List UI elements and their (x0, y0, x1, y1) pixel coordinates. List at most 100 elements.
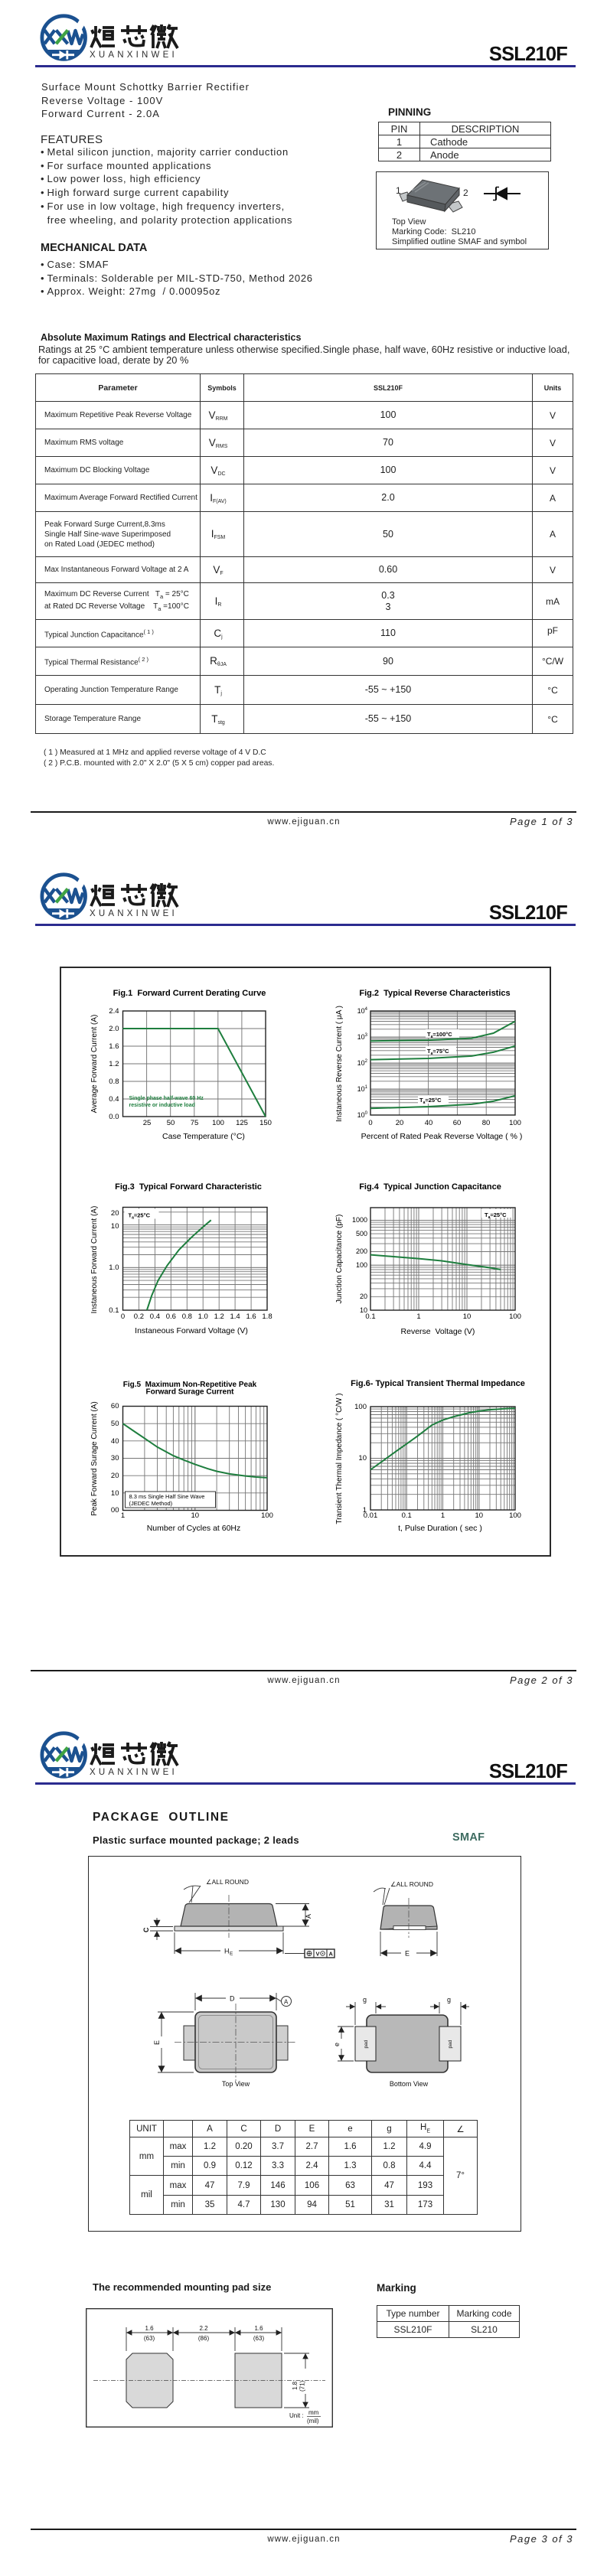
svg-text:20: 20 (396, 1119, 404, 1127)
svg-text:10: 10 (463, 1312, 472, 1321)
svg-text:E: E (230, 1952, 233, 1957)
svg-text:10: 10 (111, 1222, 119, 1231)
svg-text:10: 10 (358, 1454, 367, 1462)
svg-text:0.4: 0.4 (150, 1312, 160, 1321)
svg-text:Instaneous Reverse Current ( μ: Instaneous Reverse Current ( μA ) (335, 1006, 344, 1122)
svg-text:1000: 1000 (352, 1216, 367, 1224)
svg-text:(63): (63) (144, 2335, 155, 2342)
svg-text:(63): (63) (253, 2335, 265, 2342)
svg-text:1.0: 1.0 (198, 1312, 208, 1321)
svg-text:0: 0 (368, 1119, 372, 1127)
svg-text:0: 0 (121, 1312, 125, 1321)
svg-text:Ta=75°C: Ta=75°C (427, 1048, 449, 1056)
svg-text:Junction Capacitance (pF): Junction Capacitance (pF) (335, 1215, 344, 1304)
svg-text:A: A (284, 1999, 289, 2006)
svg-text:0.6: 0.6 (166, 1312, 176, 1321)
svg-text:Top View: Top View (222, 2080, 250, 2088)
svg-text:e: e (333, 2043, 341, 2046)
svg-text:Transient Thermal Impedance (: Transient Thermal Impedance ( °C/W ) (335, 1393, 344, 1524)
svg-text:1.2: 1.2 (109, 1060, 119, 1068)
svg-text:100: 100 (357, 1111, 368, 1119)
svg-text:Unit :: Unit : (289, 2412, 304, 2419)
svg-text:A: A (305, 1914, 312, 1919)
svg-text:2.2: 2.2 (199, 2325, 208, 2332)
svg-text:100: 100 (356, 1261, 367, 1269)
svg-text:2: 2 (463, 187, 468, 198)
svg-text:100: 100 (509, 1119, 521, 1127)
svg-text:10: 10 (475, 1511, 484, 1520)
svg-text:1.6: 1.6 (109, 1042, 119, 1051)
svg-text:0.1: 0.1 (365, 1312, 375, 1321)
svg-text:500: 500 (356, 1230, 367, 1237)
svg-text:1.8: 1.8 (262, 1312, 272, 1321)
svg-text:Number of Cycles at 60Hz: Number of Cycles at 60Hz (147, 1524, 241, 1533)
svg-text:0.2: 0.2 (134, 1312, 144, 1321)
svg-text:Single phase half-wave 60 Hz: Single phase half-wave 60 Hz (129, 1096, 204, 1101)
svg-text:Fig.2 Typical Reverse Charact: Fig.2 Typical Reverse Characteristics (359, 989, 510, 998)
svg-text:Ta=100°C: Ta=100°C (427, 1031, 452, 1039)
svg-text:0.01: 0.01 (364, 1511, 378, 1520)
svg-text:200: 200 (356, 1247, 367, 1255)
svg-text:1.6: 1.6 (145, 2325, 154, 2332)
svg-text:∠ALL ROUND: ∠ALL ROUND (390, 1880, 433, 1888)
svg-text:Case Temperature (°C): Case Temperature (°C) (162, 1132, 245, 1141)
svg-text:100: 100 (509, 1312, 521, 1321)
svg-text:30: 30 (111, 1454, 119, 1462)
svg-text:125: 125 (236, 1119, 248, 1127)
svg-text:0.1: 0.1 (109, 1306, 119, 1315)
svg-text:Bottom View: Bottom View (390, 2080, 429, 2088)
svg-text:2.4: 2.4 (109, 1007, 119, 1016)
svg-text:1: 1 (363, 1506, 367, 1515)
svg-text:Reverse Voltage (V): Reverse Voltage (V) (401, 1327, 475, 1336)
svg-text:1.8: 1.8 (292, 2381, 299, 2390)
svg-text:1: 1 (396, 185, 401, 196)
svg-text:pad: pad (448, 2040, 453, 2048)
svg-text:102: 102 (357, 1059, 368, 1067)
svg-text:D: D (230, 1995, 235, 2003)
svg-text:60: 60 (111, 1402, 119, 1410)
svg-text:101: 101 (357, 1085, 368, 1093)
svg-text:A: A (329, 1951, 334, 1958)
svg-text:40: 40 (425, 1119, 433, 1127)
svg-text:Average Forward Current (A): Average Forward Current (A) (90, 1015, 99, 1114)
svg-text:t, Pulse Duration ( sec ): t, Pulse Duration ( sec ) (398, 1524, 482, 1533)
svg-text:50: 50 (167, 1119, 175, 1127)
svg-text:1: 1 (121, 1511, 125, 1520)
svg-text:100: 100 (261, 1511, 273, 1520)
svg-text:g: g (363, 1996, 367, 2004)
svg-text:104: 104 (357, 1007, 368, 1015)
svg-text:75: 75 (191, 1119, 199, 1127)
svg-text:8.3 ms Single Half Sine Wave: 8.3 ms Single Half Sine Wave (129, 1493, 205, 1500)
svg-text:Forward Surage Current: Forward Surage Current (145, 1388, 234, 1397)
svg-text:Fig.6- Typical Transient Therm: Fig.6- Typical Transient Thermal Impedan… (351, 1379, 525, 1388)
svg-text:80: 80 (482, 1119, 491, 1127)
svg-text:0.1: 0.1 (402, 1511, 412, 1520)
svg-text:Fig.4 Typical Junction Capaci: Fig.4 Typical Junction Capacitance (359, 1182, 501, 1192)
svg-text:0.0: 0.0 (109, 1113, 119, 1121)
svg-text:10: 10 (360, 1306, 367, 1314)
svg-text:Ta=25°C: Ta=25°C (129, 1212, 151, 1221)
svg-text:60: 60 (453, 1119, 462, 1127)
svg-text:Peak Forward Surage Current (A: Peak Forward Surage Current (A) (90, 1401, 99, 1516)
svg-text:(mil): (mil) (307, 2418, 319, 2424)
svg-text:0.8: 0.8 (109, 1078, 119, 1086)
svg-text:∠ALL ROUND: ∠ALL ROUND (206, 1878, 249, 1886)
svg-text:100: 100 (354, 1403, 367, 1411)
svg-text:V: V (316, 1951, 320, 1958)
svg-text:(86): (86) (198, 2335, 210, 2342)
svg-text:1.4: 1.4 (230, 1312, 240, 1321)
svg-text:25: 25 (143, 1119, 152, 1127)
svg-text:Instaneous Forward Voltage (V): Instaneous Forward Voltage (V) (135, 1326, 248, 1335)
svg-text:1.2: 1.2 (214, 1312, 224, 1321)
svg-text:g: g (447, 1996, 451, 2004)
svg-text:Fig.5 Maximum Non-Repetitive: Fig.5 Maximum Non-Repetitive Peak (123, 1381, 257, 1389)
svg-text:100: 100 (509, 1511, 521, 1520)
svg-text:Percent of Rated Peak Reverse: Percent of Rated Peak Reverse Voltage ( … (361, 1132, 523, 1141)
svg-text:Ta=25°C: Ta=25°C (485, 1211, 507, 1220)
svg-text:103: 103 (357, 1033, 368, 1041)
svg-text:0.4: 0.4 (109, 1095, 119, 1104)
svg-text:0.8: 0.8 (182, 1312, 192, 1321)
svg-text:00: 00 (111, 1506, 119, 1515)
svg-text:1.6: 1.6 (246, 1312, 256, 1321)
svg-text:20: 20 (111, 1472, 119, 1480)
